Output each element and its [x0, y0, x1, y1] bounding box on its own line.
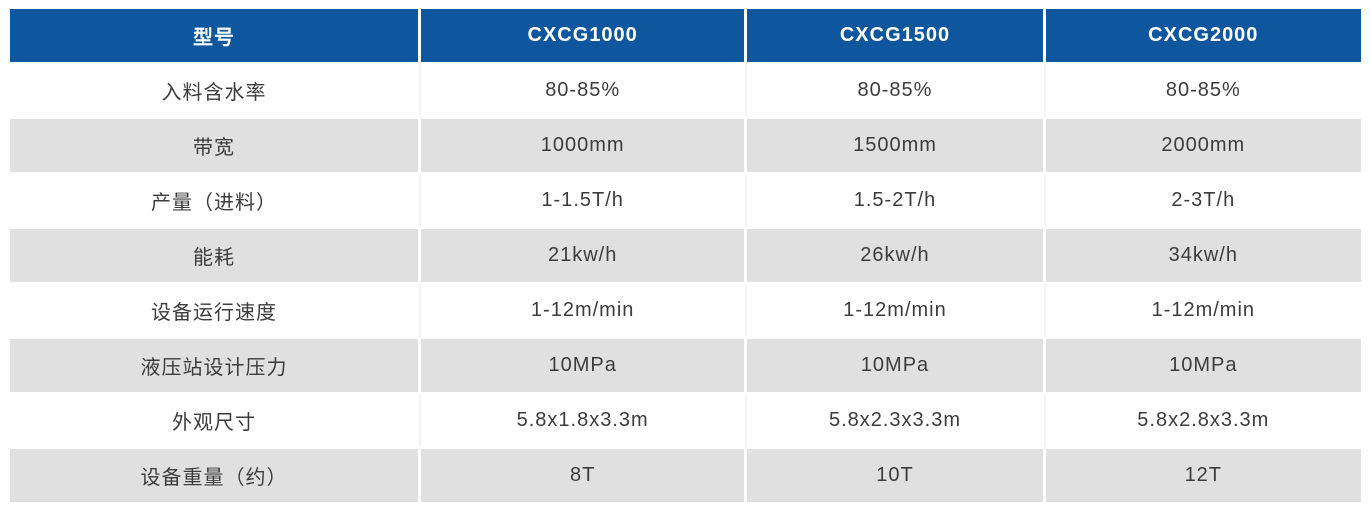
table-row-feed-moisture: 入料含水率 80-85% 80-85% 80-85% [10, 64, 1361, 117]
product-spec-table: 型号 CXCG1000 CXCG1500 CXCG2000 入料含水率 80-8… [7, 7, 1364, 504]
header-row: 型号 CXCG1000 CXCG1500 CXCG2000 [10, 9, 1361, 62]
row-value: 12T [1045, 449, 1361, 502]
row-label: 设备运行速度 [10, 284, 418, 337]
row-value: 26kw/h [747, 229, 1043, 282]
row-value: 10T [747, 449, 1043, 502]
row-label: 能耗 [10, 229, 418, 282]
table-row-energy: 能耗 21kw/h 26kw/h 34kw/h [10, 229, 1361, 282]
row-value: 10MPa [747, 339, 1043, 392]
row-value: 2000mm [1045, 119, 1361, 172]
table-row-capacity: 产量（进料） 1-1.5T/h 1.5-2T/h 2-3T/h [10, 174, 1361, 227]
row-value: 5.8x1.8x3.3m [420, 394, 745, 447]
row-value: 21kw/h [420, 229, 745, 282]
row-value: 1-1.5T/h [420, 174, 745, 227]
header-cell-model-1: CXCG1000 [420, 9, 745, 62]
row-label: 液压站设计压力 [10, 339, 418, 392]
row-label: 产量（进料） [10, 174, 418, 227]
table-row-hydraulic-pressure: 液压站设计压力 10MPa 10MPa 10MPa [10, 339, 1361, 392]
row-value: 80-85% [420, 64, 745, 117]
row-label: 入料含水率 [10, 64, 418, 117]
table-row-dimensions: 外观尺寸 5.8x1.8x3.3m 5.8x2.3x3.3m 5.8x2.8x3… [10, 394, 1361, 447]
row-value: 1000mm [420, 119, 745, 172]
row-value: 2-3T/h [1045, 174, 1361, 227]
row-value: 10MPa [420, 339, 745, 392]
table-row-weight: 设备重量（约） 8T 10T 12T [10, 449, 1361, 502]
row-value: 80-85% [1045, 64, 1361, 117]
header-cell-model-2: CXCG1500 [747, 9, 1043, 62]
row-value: 1500mm [747, 119, 1043, 172]
row-label: 外观尺寸 [10, 394, 418, 447]
table-row-running-speed: 设备运行速度 1-12m/min 1-12m/min 1-12m/min [10, 284, 1361, 337]
row-value: 1.5-2T/h [747, 174, 1043, 227]
row-label: 带宽 [10, 119, 418, 172]
header-cell-model-label: 型号 [10, 9, 418, 62]
row-value: 10MPa [1045, 339, 1361, 392]
row-value: 80-85% [747, 64, 1043, 117]
header-cell-model-3: CXCG2000 [1045, 9, 1361, 62]
table-row-belt-width: 带宽 1000mm 1500mm 2000mm [10, 119, 1361, 172]
row-value: 1-12m/min [420, 284, 745, 337]
row-value: 1-12m/min [747, 284, 1043, 337]
row-label: 设备重量（约） [10, 449, 418, 502]
row-value: 5.8x2.3x3.3m [747, 394, 1043, 447]
row-value: 8T [420, 449, 745, 502]
row-value: 1-12m/min [1045, 284, 1361, 337]
row-value: 34kw/h [1045, 229, 1361, 282]
row-value: 5.8x2.8x3.3m [1045, 394, 1361, 447]
